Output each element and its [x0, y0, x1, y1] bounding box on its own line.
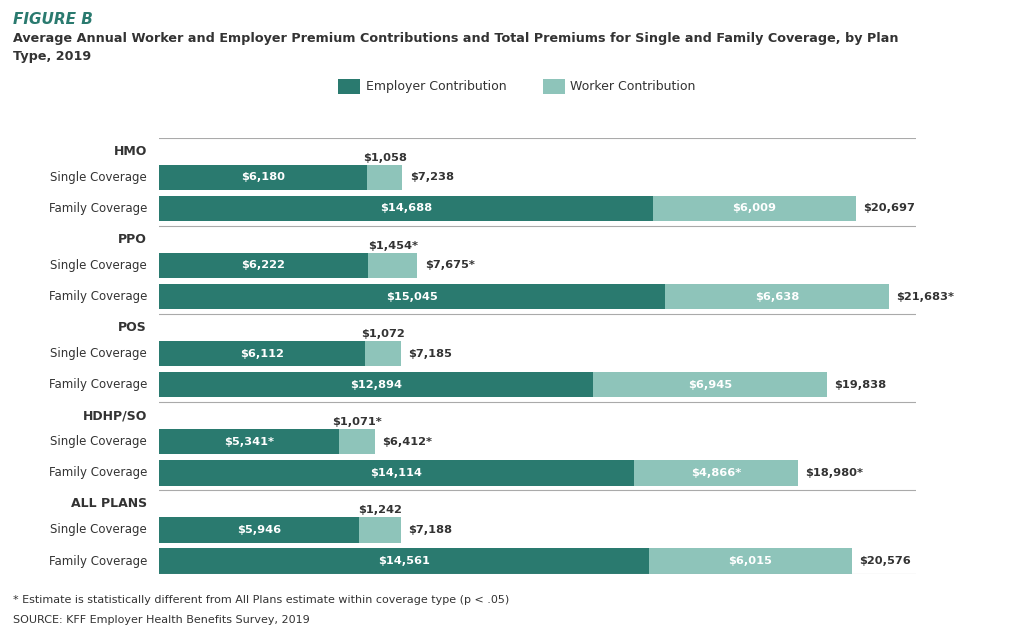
Bar	[634, 460, 798, 485]
Text: Family Coverage: Family Coverage	[48, 202, 146, 215]
Bar	[666, 284, 889, 309]
Bar	[593, 372, 826, 397]
Text: $6,638: $6,638	[755, 292, 800, 301]
Text: $7,185: $7,185	[409, 349, 452, 358]
Text: $7,188: $7,188	[409, 525, 453, 535]
Text: HMO: HMO	[114, 145, 146, 158]
Bar	[339, 429, 375, 454]
Text: Employer Contribution: Employer Contribution	[366, 80, 506, 93]
Bar	[367, 165, 402, 190]
Text: $6,015: $6,015	[728, 556, 772, 566]
Text: Family Coverage: Family Coverage	[48, 467, 146, 479]
Text: $1,071*: $1,071*	[332, 417, 382, 427]
Text: Single Coverage: Single Coverage	[50, 259, 146, 272]
Text: $18,980*: $18,980*	[805, 468, 863, 478]
Text: $7,675*: $7,675*	[425, 260, 474, 271]
Text: $1,072: $1,072	[360, 329, 404, 339]
Text: Family Coverage: Family Coverage	[48, 554, 146, 567]
Text: SOURCE: KFF Employer Health Benefits Survey, 2019: SOURCE: KFF Employer Health Benefits Sur…	[13, 615, 310, 626]
Bar	[159, 460, 634, 485]
Bar	[159, 517, 359, 542]
Bar	[159, 548, 649, 574]
Text: Family Coverage: Family Coverage	[48, 378, 146, 391]
Text: Single Coverage: Single Coverage	[50, 171, 146, 184]
Text: $7,238: $7,238	[410, 172, 454, 182]
Text: $19,838: $19,838	[835, 379, 887, 390]
Text: $1,058: $1,058	[362, 153, 407, 163]
Text: $21,683*: $21,683*	[896, 292, 954, 301]
Text: Type, 2019: Type, 2019	[13, 50, 91, 63]
Text: $5,341*: $5,341*	[223, 437, 273, 447]
Bar	[649, 548, 852, 574]
Text: $14,688: $14,688	[380, 203, 432, 213]
Bar	[159, 284, 666, 309]
Bar	[159, 341, 365, 366]
Text: $14,114: $14,114	[371, 468, 422, 478]
Text: $20,576: $20,576	[859, 556, 910, 566]
Text: $6,180: $6,180	[241, 172, 285, 182]
Text: $6,112: $6,112	[240, 349, 284, 358]
Bar	[159, 429, 339, 454]
Bar	[159, 165, 367, 190]
Text: $6,412*: $6,412*	[382, 437, 432, 447]
Text: Single Coverage: Single Coverage	[50, 435, 146, 448]
Text: Average Annual Worker and Employer Premium Contributions and Total Premiums for : Average Annual Worker and Employer Premi…	[13, 32, 899, 45]
Text: POS: POS	[118, 321, 146, 334]
Text: $20,697: $20,697	[863, 203, 915, 213]
Bar	[653, 196, 856, 221]
Text: Worker Contribution: Worker Contribution	[570, 80, 695, 93]
Text: $14,561: $14,561	[378, 556, 430, 566]
Text: $6,009: $6,009	[732, 203, 776, 213]
Text: $4,866*: $4,866*	[691, 468, 741, 478]
Text: Single Coverage: Single Coverage	[50, 523, 146, 537]
Text: Family Coverage: Family Coverage	[48, 290, 146, 303]
Text: $1,454*: $1,454*	[368, 241, 418, 251]
Text: $12,894: $12,894	[350, 379, 401, 390]
Text: * Estimate is statistically different from All Plans estimate within coverage ty: * Estimate is statistically different fr…	[13, 595, 510, 605]
Text: $6,222: $6,222	[242, 260, 286, 271]
Text: $6,945: $6,945	[688, 379, 732, 390]
Text: HDHP/SO: HDHP/SO	[83, 409, 146, 422]
Bar	[365, 341, 400, 366]
Text: ALL PLANS: ALL PLANS	[71, 497, 146, 510]
Text: $1,242: $1,242	[358, 505, 401, 515]
Bar	[359, 517, 400, 542]
Text: $15,045: $15,045	[386, 292, 438, 301]
Text: $5,946: $5,946	[237, 525, 281, 535]
Bar	[369, 253, 417, 278]
Bar	[159, 196, 653, 221]
Bar	[159, 253, 369, 278]
Bar	[159, 372, 593, 397]
Text: FIGURE B: FIGURE B	[13, 12, 93, 26]
Text: PPO: PPO	[118, 233, 146, 246]
Text: Single Coverage: Single Coverage	[50, 347, 146, 360]
